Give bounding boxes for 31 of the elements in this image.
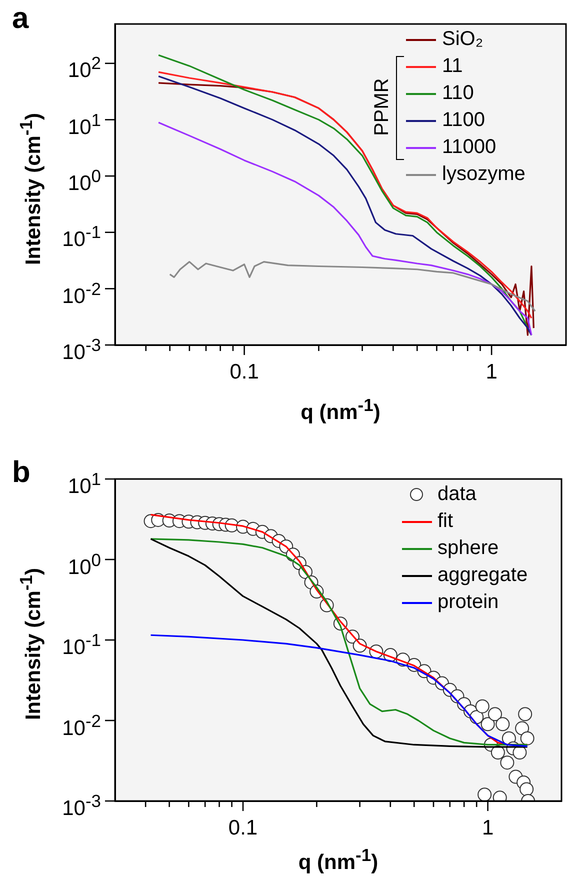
y-tick-label: 10$^{0}$ <box>68 165 101 198</box>
legend-label: fit <box>438 510 454 533</box>
legend-title: PPMR <box>370 77 394 138</box>
y-tick-label: 10$^{1}$ <box>68 468 101 500</box>
x-tick-label: 1 <box>486 360 498 384</box>
y-tick-label: 10$^{-1}$ <box>62 221 101 254</box>
y-tick-label: 10$^{1}$ <box>68 108 101 141</box>
legend-label: 1100 <box>442 109 486 132</box>
legend-label: 11 <box>442 55 463 78</box>
chart-title: a <box>12 2 29 36</box>
x-tick-label: 1 <box>482 816 494 840</box>
y-tick-label: 10$^{0}$ <box>68 548 101 580</box>
chart-title: b <box>12 456 30 490</box>
x-axis-title: q (nm$^{-1}$) <box>297 844 380 876</box>
legend-label: lysozyme <box>442 163 526 186</box>
x-tick-label: 0.1 <box>228 816 258 840</box>
y-tick-label: 10$^{-3}$ <box>62 790 101 822</box>
y-tick-label: 10$^{-1}$ <box>62 629 101 661</box>
y-tick-label: 10$^{-3}$ <box>62 334 101 366</box>
y-tick-label: 10$^{-2}$ <box>62 710 101 742</box>
legend-label: 110 <box>442 82 474 105</box>
legend-label: SiO₂ <box>442 28 484 51</box>
legend-label: sphere <box>438 537 499 560</box>
legend-label: aggregate <box>438 564 528 587</box>
y-tick-label: 10$^{-2}$ <box>62 278 101 310</box>
legend-label: protein <box>438 591 499 614</box>
y-tick-label: 10$^{2}$ <box>68 52 101 84</box>
legend-label: data <box>438 483 476 506</box>
x-axis-title: q (nm$^{-1}$) <box>300 394 382 426</box>
legend-label: 11000 <box>442 136 496 159</box>
x-tick-label: 0.1 <box>230 360 259 384</box>
